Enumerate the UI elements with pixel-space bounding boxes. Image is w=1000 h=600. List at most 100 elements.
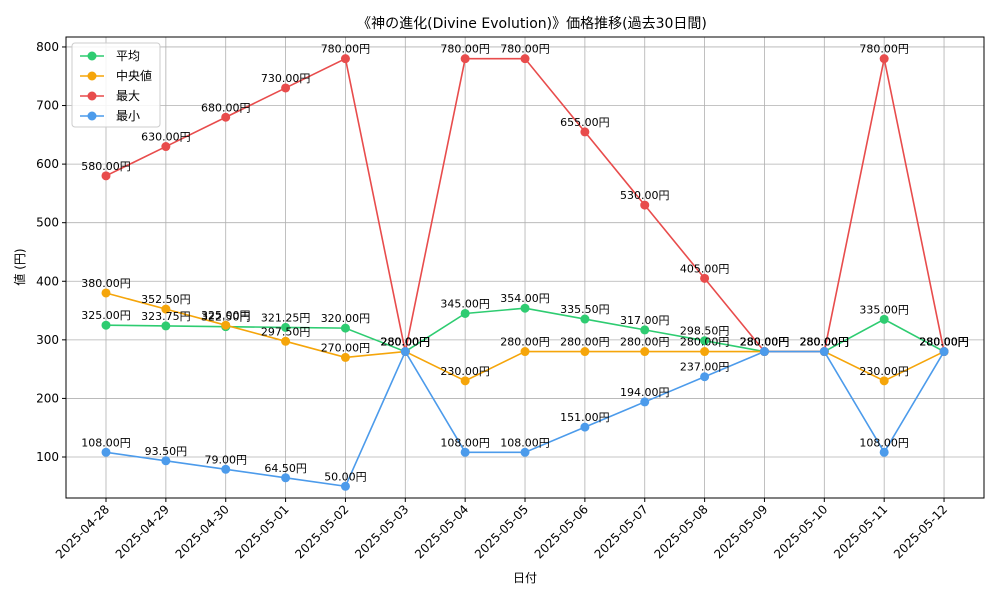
data-point bbox=[520, 303, 530, 313]
legend-box bbox=[71, 42, 161, 128]
data-label: 280.00円 bbox=[381, 336, 431, 349]
data-point bbox=[281, 473, 291, 483]
data-point bbox=[640, 397, 650, 407]
data-label: 108.00円 bbox=[859, 436, 909, 449]
data-label: 780.00円 bbox=[859, 43, 909, 56]
data-point bbox=[281, 83, 291, 93]
data-point bbox=[161, 304, 171, 314]
data-label: 321.25円 bbox=[261, 311, 311, 324]
legend-item: 平均 bbox=[80, 49, 140, 63]
data-point bbox=[640, 325, 650, 335]
data-labels-layer: 325.00円 323.75円 322.50円 321.25円 320.00円 280.0… bbox=[81, 43, 969, 484]
data-label: 64.50円 bbox=[264, 462, 307, 475]
legend-item: 最小 bbox=[80, 109, 140, 123]
data-label: 405.00円 bbox=[680, 262, 730, 275]
data-label: 280.00円 bbox=[740, 336, 790, 349]
data-label: 108.00円 bbox=[440, 436, 490, 449]
data-point bbox=[580, 314, 590, 324]
y-tick-label: 800 bbox=[36, 40, 59, 54]
data-point bbox=[221, 320, 231, 330]
data-label: 280.00円 bbox=[919, 336, 969, 349]
data-label: 194.00円 bbox=[620, 386, 670, 399]
data-label: 280.00円 bbox=[800, 336, 850, 349]
y-tick-label: 300 bbox=[36, 333, 59, 347]
data-point bbox=[879, 54, 889, 64]
data-point bbox=[161, 456, 171, 466]
x-axis: 2025-04-28 2025-04-29 2025-04-30 2025-05-01… bbox=[53, 498, 950, 561]
data-point bbox=[819, 347, 829, 357]
legend-swatch-marker bbox=[87, 51, 97, 61]
data-label: 320.00円 bbox=[321, 312, 371, 325]
data-label: 280.00円 bbox=[740, 336, 790, 349]
data-label: 354.00円 bbox=[500, 292, 550, 305]
data-label: 280.00円 bbox=[740, 336, 790, 349]
data-label: 230.00円 bbox=[859, 365, 909, 378]
data-label: 93.50円 bbox=[145, 445, 188, 458]
data-point bbox=[340, 481, 350, 491]
data-label: 108.00円 bbox=[81, 436, 131, 449]
data-label: 237.00円 bbox=[680, 361, 730, 374]
data-point bbox=[101, 447, 111, 457]
data-label: 280.00円 bbox=[620, 336, 670, 349]
data-point bbox=[700, 336, 710, 346]
x-tick-label: 2025-05-07 bbox=[592, 502, 651, 561]
y-axis: 100 200 300 400 500 600 700 800 bbox=[36, 40, 66, 464]
y-tick-label: 400 bbox=[36, 274, 59, 288]
data-point bbox=[101, 171, 111, 181]
data-point bbox=[580, 127, 590, 137]
data-point bbox=[221, 112, 231, 122]
data-point bbox=[460, 308, 470, 318]
legend-label: 中央値 bbox=[116, 68, 152, 83]
x-tick-label: 2025-05-11 bbox=[831, 502, 890, 561]
x-tick-label: 2025-05-09 bbox=[711, 502, 770, 561]
data-label: 280.00円 bbox=[381, 336, 431, 349]
data-label: 270.00円 bbox=[321, 341, 371, 354]
y-tick-label: 600 bbox=[36, 157, 59, 171]
data-label: 280.00円 bbox=[500, 336, 550, 349]
data-point bbox=[879, 376, 889, 386]
x-tick-label: 2025-05-03 bbox=[352, 502, 411, 561]
data-point bbox=[879, 447, 889, 457]
x-tick-label: 2025-04-30 bbox=[173, 502, 232, 561]
data-point bbox=[460, 54, 470, 64]
data-label: 280.00円 bbox=[800, 336, 850, 349]
data-point bbox=[340, 323, 350, 333]
data-label: 280.00円 bbox=[381, 336, 431, 349]
data-label: 730.00円 bbox=[261, 72, 311, 85]
y-tick-label: 700 bbox=[36, 99, 59, 113]
data-label: 322.50円 bbox=[201, 311, 251, 324]
y-axis-label: 値 (円) bbox=[12, 248, 27, 285]
data-point bbox=[700, 347, 710, 357]
data-label: 380.00円 bbox=[81, 277, 131, 290]
data-label: 780.00円 bbox=[500, 43, 550, 56]
data-point bbox=[700, 372, 710, 382]
legend-swatch-marker bbox=[87, 91, 97, 101]
data-label: 280.00円 bbox=[919, 336, 969, 349]
data-label: 325.00円 bbox=[81, 309, 131, 322]
x-tick-label: 2025-05-04 bbox=[412, 502, 471, 561]
legend-swatch-marker bbox=[87, 71, 97, 81]
data-point bbox=[400, 347, 410, 357]
x-tick-label: 2025-05-06 bbox=[532, 502, 591, 561]
data-point bbox=[340, 352, 350, 362]
data-point bbox=[879, 314, 889, 324]
data-label: 280.00円 bbox=[740, 336, 790, 349]
data-label: 325.00円 bbox=[201, 309, 251, 322]
data-point bbox=[520, 347, 530, 357]
data-label: 79.00円 bbox=[204, 453, 247, 466]
legend-label: 平均 bbox=[116, 49, 140, 63]
x-axis-label: 日付 bbox=[513, 571, 537, 585]
y-tick-label: 500 bbox=[36, 216, 59, 230]
legend-label: 最小 bbox=[116, 109, 140, 123]
data-label: 280.00円 bbox=[800, 336, 850, 349]
data-point bbox=[700, 273, 710, 283]
data-label: 151.00円 bbox=[560, 411, 610, 424]
data-label: 280.00円 bbox=[680, 336, 730, 349]
data-point bbox=[460, 376, 470, 386]
data-point bbox=[520, 54, 530, 64]
data-label: 230.00円 bbox=[440, 365, 490, 378]
data-point bbox=[101, 320, 111, 330]
data-label: 298.50円 bbox=[680, 325, 730, 338]
x-tick-label: 2025-05-12 bbox=[891, 502, 950, 561]
data-label: 323.75円 bbox=[141, 310, 191, 323]
